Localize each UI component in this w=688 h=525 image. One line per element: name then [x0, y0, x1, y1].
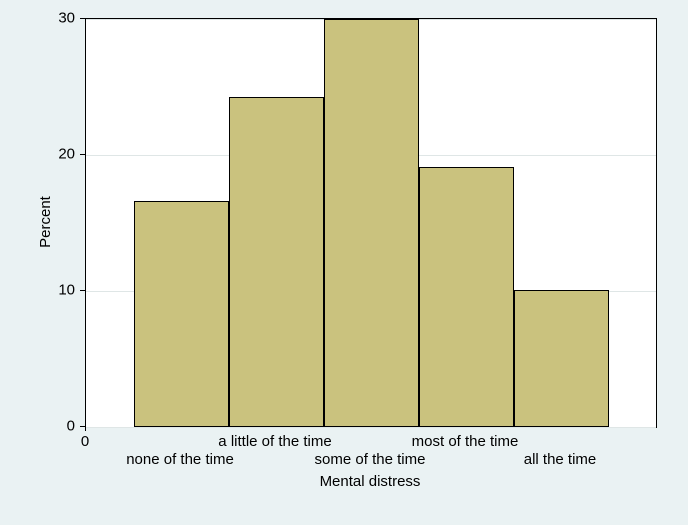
x-tick-label: 0	[81, 433, 89, 450]
x-tick-mark	[85, 426, 86, 431]
y-tick-mark	[80, 18, 85, 19]
y-axis-title: Percent	[37, 196, 54, 248]
y-tick-label: 20	[58, 146, 75, 163]
bar	[419, 167, 514, 427]
x-axis-title: Mental distress	[320, 473, 421, 490]
plot-area	[85, 18, 657, 428]
bar	[514, 290, 609, 427]
y-tick-label: 10	[58, 282, 75, 299]
y-tick-mark	[80, 290, 85, 291]
bar	[134, 201, 229, 427]
x-category-label: none of the time	[126, 451, 234, 468]
y-tick-label: 0	[67, 418, 75, 435]
x-category-label: a little of the time	[218, 433, 331, 450]
x-category-label: all the time	[524, 451, 597, 468]
y-tick-mark	[80, 154, 85, 155]
y-tick-label: 30	[58, 10, 75, 27]
x-category-label: most of the time	[412, 433, 519, 450]
x-category-label: some of the time	[315, 451, 426, 468]
bar	[229, 97, 324, 427]
chart-frame: 0 10 20 30 0 none of the timea little of the…	[0, 0, 688, 525]
bar	[324, 19, 419, 427]
gridline	[86, 427, 656, 428]
